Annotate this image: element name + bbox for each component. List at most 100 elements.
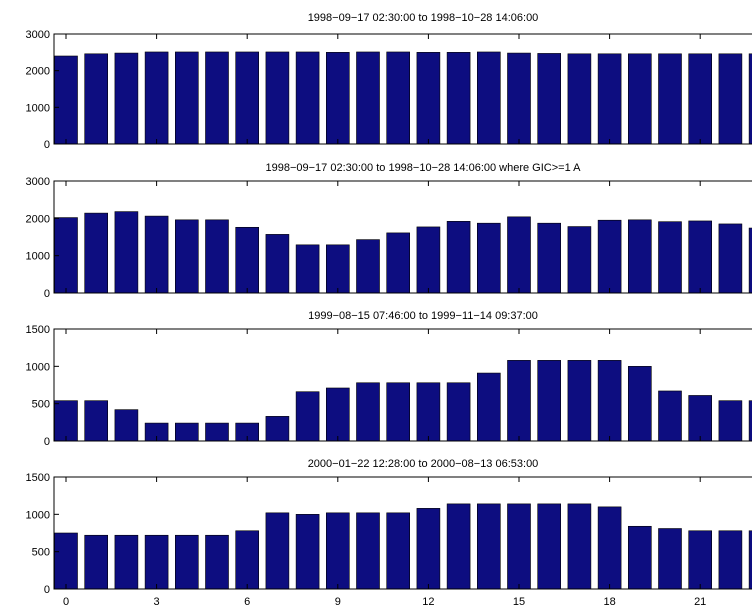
bar: [597, 506, 622, 590]
y-tick-label: 500: [32, 399, 50, 411]
bar: [627, 366, 652, 442]
bar: [658, 53, 682, 145]
bar: [175, 51, 199, 145]
bar: [295, 391, 320, 442]
y-tick-label: 1000: [26, 102, 50, 114]
bar-chart-panel-4: 2000−01−22 12:28:00 to 2000−08−13 06:53:…: [26, 458, 752, 608]
bar: [718, 530, 743, 590]
y-tick-label: 1000: [26, 251, 50, 263]
bar: [356, 382, 380, 442]
bar: [627, 525, 652, 590]
bar: [688, 53, 713, 145]
bar: [507, 216, 531, 294]
bar: [416, 382, 441, 442]
bar: [567, 226, 592, 294]
bar: [537, 53, 562, 145]
y-tick-label: 1500: [26, 324, 50, 336]
bar: [688, 395, 713, 442]
bar-chart-panel-3: 1999−08−15 07:46:00 to 1999−11−14 09:37:…: [26, 310, 752, 448]
bar: [265, 416, 290, 442]
bar: [718, 223, 743, 294]
x-tick-label: 3: [154, 596, 160, 608]
bar: [446, 382, 471, 442]
bar: [84, 53, 108, 145]
y-tick-label: 1000: [26, 361, 50, 373]
bar: [567, 360, 592, 442]
bar: [205, 534, 229, 590]
bar-chart-panel-1: 1998−09−17 02:30:00 to 1998−10−28 14:06:…: [26, 12, 752, 151]
bar-chart-panel-2: 1998−09−17 02:30:00 to 1998−10−28 14:06:…: [26, 162, 752, 300]
bar: [265, 512, 290, 590]
y-tick-label: 1500: [26, 472, 50, 484]
x-tick-label: 0: [63, 596, 69, 608]
bar: [537, 503, 562, 590]
axes-frame: [53, 180, 752, 294]
bar: [356, 51, 380, 145]
bar: [54, 532, 78, 590]
bar: [235, 51, 259, 145]
bar: [205, 219, 229, 294]
bar: [476, 222, 501, 294]
bar: [718, 53, 743, 145]
bar: [144, 215, 169, 294]
x-tick-label: 12: [422, 596, 434, 608]
panel-title: 2000−01−22 12:28:00 to 2000−08−13 06:53:…: [308, 458, 539, 470]
y-tick-label: 3000: [26, 29, 50, 41]
bar: [537, 360, 562, 442]
bar: [476, 503, 501, 590]
bar: [507, 503, 531, 590]
bar: [325, 387, 350, 442]
bar: [627, 53, 652, 145]
y-tick-label: 500: [32, 547, 50, 559]
bar: [416, 226, 441, 294]
bar: [265, 234, 290, 294]
axes-frame: [53, 33, 752, 145]
x-tick-label: 6: [244, 596, 250, 608]
panel-title: 1999−08−15 07:46:00 to 1999−11−14 09:37:…: [308, 310, 538, 322]
bar: [295, 514, 320, 590]
y-tick-label: 0: [44, 139, 50, 151]
bar: [446, 503, 471, 590]
bar: [658, 390, 682, 442]
bar: [567, 503, 592, 590]
bar: [507, 52, 531, 145]
bar: [386, 51, 411, 145]
bar: [446, 221, 471, 294]
axes-frame: [53, 328, 752, 442]
bar: [658, 528, 682, 590]
axes-frame: [53, 476, 752, 590]
bar: [446, 52, 471, 145]
bar: [748, 400, 752, 442]
bar: [84, 212, 108, 294]
x-tick-label: 9: [335, 596, 341, 608]
bar: [537, 222, 562, 294]
bar: [627, 219, 652, 294]
bar: [748, 53, 752, 145]
bar: [325, 52, 350, 145]
bar: [295, 51, 320, 145]
bar: [144, 534, 169, 590]
bar: [386, 382, 411, 442]
bar: [416, 508, 441, 590]
bar: [175, 534, 199, 590]
x-tick-label: 15: [513, 596, 525, 608]
bar: [265, 51, 290, 145]
bar: [476, 51, 501, 145]
bar: [718, 400, 743, 442]
bar: [205, 51, 229, 145]
bar: [748, 227, 752, 294]
bar: [748, 530, 752, 590]
bar: [295, 244, 320, 294]
bar: [416, 52, 441, 145]
bar: [386, 232, 411, 294]
y-tick-label: 0: [44, 288, 50, 300]
y-tick-label: 0: [44, 584, 50, 596]
panel-title: 1998−09−17 02:30:00 to 1998−10−28 14:06:…: [266, 162, 582, 174]
bar: [356, 239, 380, 294]
y-tick-label: 0: [44, 436, 50, 448]
bar: [597, 53, 622, 145]
bar: [175, 422, 199, 442]
y-tick-label: 1000: [26, 509, 50, 521]
bar: [356, 512, 380, 590]
bar: [114, 211, 139, 294]
